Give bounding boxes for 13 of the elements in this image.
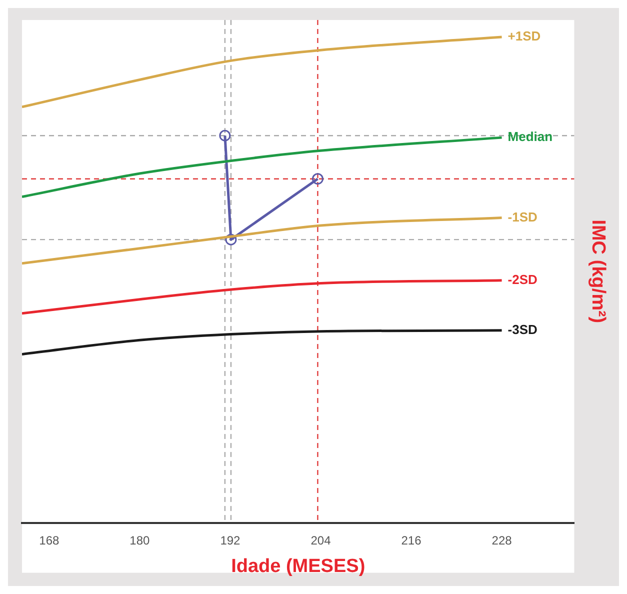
x-tick-label: 216 xyxy=(401,533,422,548)
x-tick-label: 204 xyxy=(310,533,332,548)
series-label: -2SD xyxy=(508,272,538,287)
x-tick-label: 228 xyxy=(492,533,512,548)
x-axis-title: Idade (MESES) xyxy=(231,556,366,577)
x-tick-label: 180 xyxy=(130,533,150,548)
y-axis-title: IMC (kg/m²) xyxy=(587,220,608,324)
series-label: -1SD xyxy=(508,209,538,224)
x-tick-label: 192 xyxy=(220,533,241,548)
x-tick-label: 168 xyxy=(39,533,60,548)
series-label: -3SD xyxy=(508,322,538,337)
series-label: +1SD xyxy=(508,28,541,44)
series-label: Median xyxy=(508,129,553,144)
